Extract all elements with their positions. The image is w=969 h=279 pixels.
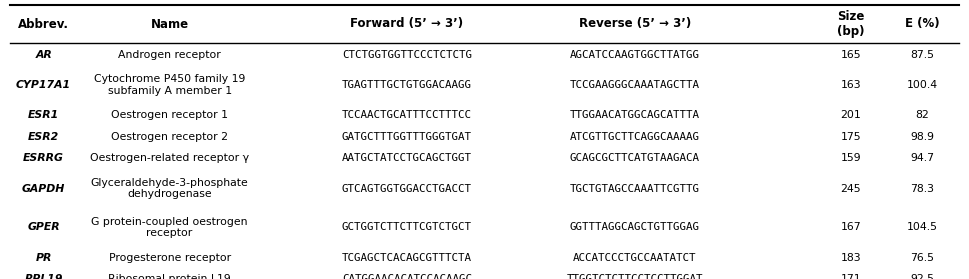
Text: RPL19: RPL19 (24, 274, 63, 279)
Text: CATGGAACACATCCACAAGC: CATGGAACACATCCACAAGC (342, 274, 472, 279)
Text: Oestrogen receptor 2: Oestrogen receptor 2 (111, 132, 228, 142)
Text: Forward (5’ → 3’): Forward (5’ → 3’) (351, 18, 463, 30)
Text: TTGGAACATGGCAGCATTTA: TTGGAACATGGCAGCATTTA (570, 110, 700, 120)
Text: Cytochrome P450 family 19
subfamily A member 1: Cytochrome P450 family 19 subfamily A me… (94, 74, 245, 96)
Text: GATGCTTTGGTTTGGGTGAT: GATGCTTTGGTTTGGGTGAT (342, 132, 472, 142)
Text: Androgen receptor: Androgen receptor (118, 50, 221, 60)
Text: 159: 159 (840, 153, 861, 163)
Text: Progesterone receptor: Progesterone receptor (109, 253, 231, 263)
Text: ESR2: ESR2 (28, 132, 59, 142)
Text: Ribosomal protein L19: Ribosomal protein L19 (109, 274, 231, 279)
Text: 171: 171 (840, 274, 861, 279)
Text: GPER: GPER (27, 222, 60, 232)
Text: CYP17A1: CYP17A1 (16, 80, 71, 90)
Text: ESRRG: ESRRG (23, 153, 64, 163)
Text: E (%): E (%) (905, 18, 940, 30)
Text: Oestrogen-related receptor γ: Oestrogen-related receptor γ (90, 153, 249, 163)
Text: AR: AR (35, 50, 52, 60)
Text: G protein-coupled oestrogen
receptor: G protein-coupled oestrogen receptor (91, 217, 248, 238)
Text: TGCTGTAGCCAAATTCGTTG: TGCTGTAGCCAAATTCGTTG (570, 184, 700, 194)
Text: TTGGTCTCTTCCTCCTTGGAT: TTGGTCTCTTCCTCCTTGGAT (567, 274, 703, 279)
Text: PR: PR (36, 253, 51, 263)
Text: 98.9: 98.9 (911, 132, 934, 142)
Text: 87.5: 87.5 (911, 50, 934, 60)
Text: 165: 165 (840, 50, 861, 60)
Text: ESR1: ESR1 (28, 110, 59, 120)
Text: Size
(bp): Size (bp) (837, 10, 864, 38)
Text: AATGCTATCCTGCAGCTGGT: AATGCTATCCTGCAGCTGGT (342, 153, 472, 163)
Text: Glyceraldehyde-3-phosphate
dehydrogenase: Glyceraldehyde-3-phosphate dehydrogenase (91, 178, 248, 199)
Text: GCTGGTCTTCTTCGTCTGCT: GCTGGTCTTCTTCGTCTGCT (342, 222, 472, 232)
Text: Reverse (5’ → 3’): Reverse (5’ → 3’) (578, 18, 691, 30)
Text: 100.4: 100.4 (907, 80, 938, 90)
Text: 76.5: 76.5 (911, 253, 934, 263)
Text: 78.3: 78.3 (911, 184, 934, 194)
Text: Name: Name (150, 18, 189, 30)
Text: 167: 167 (840, 222, 861, 232)
Text: 92.5: 92.5 (911, 274, 934, 279)
Text: GAPDH: GAPDH (22, 184, 65, 194)
Text: TCGAGCTCACAGCGTTTCTA: TCGAGCTCACAGCGTTTCTA (342, 253, 472, 263)
Text: 94.7: 94.7 (911, 153, 934, 163)
Text: GGTTTAGGCAGCTGTTGGAG: GGTTTAGGCAGCTGTTGGAG (570, 222, 700, 232)
Text: CTCTGGTGGTTCCCTCTCTG: CTCTGGTGGTTCCCTCTCTG (342, 50, 472, 60)
Text: ATCGTTGCTTCAGGCAAAAG: ATCGTTGCTTCAGGCAAAAG (570, 132, 700, 142)
Text: GCAGCGCTTCATGTAAGACA: GCAGCGCTTCATGTAAGACA (570, 153, 700, 163)
Text: 201: 201 (840, 110, 861, 120)
Text: 163: 163 (840, 80, 861, 90)
Text: TGAGTTTGCTGTGGACAAGG: TGAGTTTGCTGTGGACAAGG (342, 80, 472, 90)
Text: 183: 183 (840, 253, 861, 263)
Text: 104.5: 104.5 (907, 222, 938, 232)
Text: Abbrev.: Abbrev. (18, 18, 69, 30)
Text: AGCATCCAAGTGGCTTATGG: AGCATCCAAGTGGCTTATGG (570, 50, 700, 60)
Text: 175: 175 (840, 132, 861, 142)
Text: TCCGAAGGGCAAATAGCTTA: TCCGAAGGGCAAATAGCTTA (570, 80, 700, 90)
Text: GTCAGTGGTGGACCTGACCT: GTCAGTGGTGGACCTGACCT (342, 184, 472, 194)
Text: Oestrogen receptor 1: Oestrogen receptor 1 (111, 110, 228, 120)
Text: 82: 82 (916, 110, 929, 120)
Text: ACCATCCCTGCCAATATCT: ACCATCCCTGCCAATATCT (573, 253, 697, 263)
Text: TCCAACTGCATTTCCTTTCC: TCCAACTGCATTTCCTTTCC (342, 110, 472, 120)
Text: 245: 245 (840, 184, 861, 194)
